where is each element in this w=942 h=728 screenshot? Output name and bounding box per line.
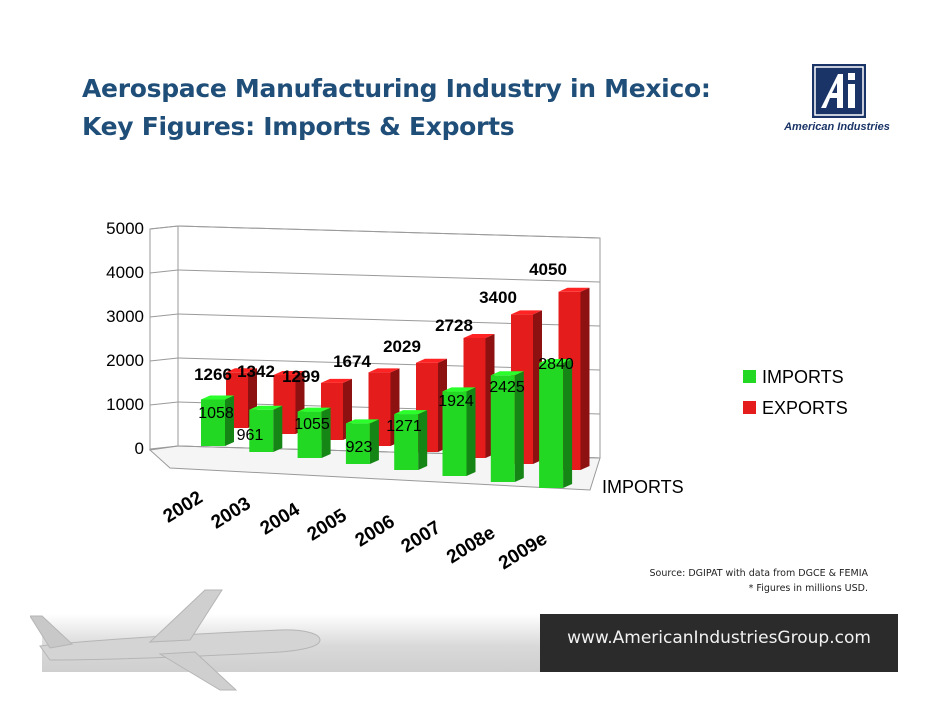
import-value-label: 1058 — [198, 405, 234, 422]
slide-title: Aerospace Manufacturing Industry in Mexi… — [82, 70, 711, 146]
depth-axis-label: IMPORTS — [602, 477, 684, 497]
import-bar-front — [201, 399, 225, 446]
y-tick-label: 2000 — [106, 351, 144, 370]
import-bar — [539, 359, 573, 488]
x-category-label: 2003 — [208, 493, 255, 533]
y-tick-label: 4000 — [106, 263, 144, 282]
import-bar-side — [514, 371, 524, 482]
x-category-label: 2004 — [257, 499, 304, 539]
import-bar — [201, 395, 234, 446]
gridline — [177, 269, 601, 283]
import-value-label: 1055 — [294, 416, 330, 433]
import-bar-front — [249, 409, 274, 452]
export-value-label: 1266 — [194, 365, 232, 384]
x-category-label: 2007 — [398, 517, 445, 557]
import-bar-front — [539, 363, 564, 488]
gridline-side — [149, 225, 179, 230]
gridline-side — [149, 313, 179, 318]
x-category-label: 2009e — [495, 528, 551, 574]
export-bar-top — [321, 378, 352, 383]
import-bar — [345, 419, 379, 464]
import-value-label: 2840 — [538, 356, 574, 373]
export-bar-side — [580, 287, 590, 470]
export-value-label: 3400 — [479, 288, 517, 307]
export-value-label: 1299 — [282, 367, 320, 386]
export-bar-top — [416, 358, 447, 363]
title-line-2: Key Figures: Imports & Exports — [82, 112, 515, 141]
gridline — [177, 225, 601, 239]
import-bar — [394, 410, 428, 470]
export-bar-top — [463, 333, 495, 338]
import-bar-top — [442, 387, 476, 392]
import-bar-side — [466, 387, 476, 476]
gridline-side — [149, 357, 179, 362]
import-bar-top — [201, 395, 234, 400]
import-bar-top — [539, 359, 573, 364]
footer-url-panel — [540, 614, 898, 672]
footer-url[interactable]: www.AmericanIndustriesGroup.com — [567, 628, 871, 648]
import-bar — [297, 407, 331, 458]
logo-mark-icon — [814, 66, 864, 116]
import-bar-front — [394, 414, 419, 470]
import-value-label: 2425 — [489, 379, 525, 396]
import-bar-top — [490, 371, 524, 376]
export-value-label: 2728 — [435, 316, 473, 335]
import-value-label: 923 — [346, 439, 373, 456]
import-bar-side — [321, 407, 331, 458]
x-category-label: 2008e — [443, 522, 499, 568]
export-bar-top — [511, 310, 542, 315]
gridline-side — [149, 401, 179, 406]
x-category-label: 2006 — [352, 511, 399, 551]
gridline-side — [149, 445, 179, 450]
y-tick-label: 3000 — [106, 307, 144, 326]
source-line: Source: DGIPAT with data from DGCE & FEM… — [649, 568, 868, 579]
import-bar-side — [369, 419, 379, 464]
import-bar-front — [442, 391, 467, 476]
airplane-icon — [30, 589, 321, 691]
import-bar-side — [563, 359, 573, 488]
y-tick-label: 1000 — [106, 395, 144, 414]
import-bar-front — [345, 423, 370, 464]
legend-swatch-exports — [743, 401, 756, 414]
import-bar — [442, 387, 476, 476]
x-category-label: 2005 — [304, 505, 351, 545]
plot-side-wall — [149, 225, 179, 451]
import-bar — [249, 405, 283, 452]
y-tick-label: 0 — [135, 439, 144, 458]
import-bar-front — [297, 411, 322, 458]
import-value-label: 1271 — [386, 418, 422, 435]
import-bar-side — [225, 395, 234, 446]
legend-swatch-imports — [743, 370, 756, 383]
logo-text: American Industries — [784, 121, 890, 133]
import-value-label: 961 — [237, 427, 264, 444]
import-bar-front — [490, 375, 515, 482]
legend-label-imports: IMPORTS — [762, 367, 844, 387]
units-note: * Figures in millions USD. — [748, 583, 868, 594]
export-bar-top — [558, 287, 590, 292]
import-bar-top — [345, 419, 379, 424]
title-line-1: Aerospace Manufacturing Industry in Mexi… — [82, 74, 711, 103]
export-bar-top — [226, 368, 257, 373]
export-value-label: 4050 — [529, 260, 567, 279]
export-value-label: 1342 — [237, 362, 275, 381]
export-value-label: 1674 — [333, 352, 371, 371]
company-logo — [812, 64, 866, 118]
import-bar-top — [249, 405, 283, 410]
export-bar-top — [273, 370, 305, 375]
source-note: Source: DGIPAT with data from DGCE & FEM… — [600, 566, 868, 596]
export-value-label: 2029 — [383, 337, 421, 356]
import-value-label: 1924 — [438, 393, 474, 410]
import-bar-top — [394, 410, 428, 415]
y-tick-label: 5000 — [106, 219, 144, 238]
import-bar-top — [297, 407, 331, 412]
import-bar-side — [418, 410, 428, 470]
x-category-label: 2002 — [160, 487, 207, 527]
gridline-side — [149, 269, 179, 274]
import-bar-side — [273, 405, 283, 452]
export-bar-top — [368, 368, 400, 373]
import-bar — [490, 371, 524, 482]
legend-label-exports: EXPORTS — [762, 398, 848, 418]
